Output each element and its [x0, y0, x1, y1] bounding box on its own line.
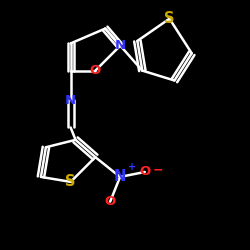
Text: S: S: [65, 174, 76, 189]
Text: O: O: [104, 195, 116, 208]
Text: N: N: [114, 170, 126, 184]
Text: O: O: [90, 64, 101, 77]
Text: S: S: [164, 11, 175, 26]
Text: N: N: [65, 94, 76, 107]
Text: O: O: [139, 166, 150, 178]
Text: +: +: [128, 162, 136, 172]
Text: −: −: [153, 163, 164, 176]
Text: N: N: [114, 40, 126, 52]
